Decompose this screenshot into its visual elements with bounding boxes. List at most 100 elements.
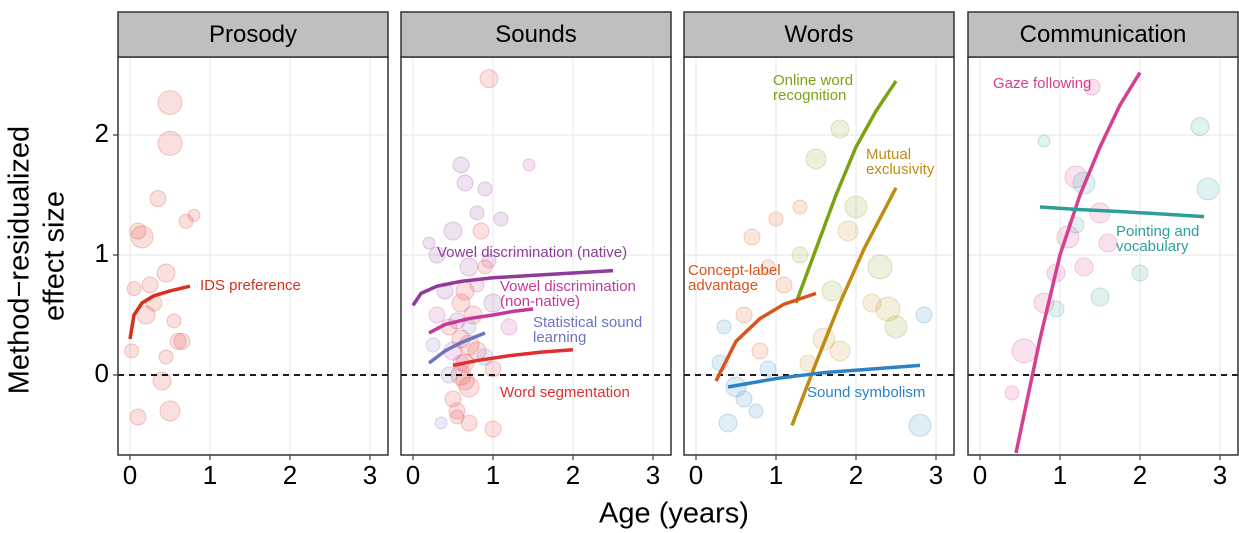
data-point [1090, 287, 1110, 307]
y-axis-title-line: effect size [38, 191, 70, 321]
data-point [735, 306, 753, 324]
x-tick-label: 2 [849, 460, 863, 490]
curve-label-line: exclusivity [866, 161, 935, 178]
data-point [748, 403, 764, 419]
data-point [428, 306, 446, 324]
curve-label-line: Online word [773, 72, 853, 89]
data-point [156, 263, 176, 283]
curve-label-line: (non-native) [500, 293, 580, 310]
x-tick-label: 3 [363, 460, 377, 490]
fit-curve [727, 363, 921, 389]
data-point [444, 390, 462, 408]
x-tick-label: 1 [203, 460, 217, 490]
fit-curve [1039, 205, 1205, 219]
x-tick-label: 0 [689, 460, 703, 490]
data-point [805, 148, 827, 170]
data-point [1196, 177, 1220, 201]
data-point [469, 205, 485, 221]
curve-label: Vowel discrimination (native) [437, 244, 627, 261]
data-point [451, 293, 471, 313]
data-point [158, 349, 174, 365]
panel-background [968, 57, 1238, 455]
strip-title: Sounds [495, 21, 576, 48]
fit-curve [411, 268, 614, 307]
data-point [157, 90, 183, 116]
curve-label-line: Word segmentation [500, 384, 630, 401]
fit-curve [128, 284, 191, 340]
data-point [428, 246, 446, 264]
data-point [862, 293, 882, 313]
x-tick-label: 1 [769, 460, 783, 490]
data-point [459, 257, 479, 277]
data-point [1037, 134, 1051, 148]
data-point [908, 413, 932, 437]
x-tick-label: 2 [566, 460, 580, 490]
data-point [434, 416, 448, 430]
curve-label: Concept-label advantage [688, 262, 781, 294]
data-point [875, 296, 901, 322]
data-point [500, 318, 518, 336]
curve-label: IDS preference [200, 277, 301, 294]
curve-label-line: vocabulary [1116, 238, 1189, 255]
data-point [149, 190, 167, 208]
curve-label: Mutual exclusivity [866, 146, 935, 178]
fit-curve [794, 80, 898, 304]
data-point [484, 360, 502, 378]
data-point [169, 332, 187, 350]
curve-label-line: Mutual [866, 146, 911, 163]
data-point [829, 340, 851, 362]
strip [117, 11, 389, 58]
data-point [141, 276, 159, 294]
data-point [1074, 257, 1094, 277]
data-point [1011, 338, 1037, 364]
curve-label-line: Statistical sound [533, 314, 642, 331]
curve-label-line: Gaze following [993, 75, 1091, 92]
data-point [479, 69, 499, 89]
data-point [718, 413, 738, 433]
curve-label-line: Vowel discrimination [500, 278, 636, 295]
data-point [448, 402, 466, 420]
data-point [483, 293, 503, 313]
x-tick-label: 0 [973, 460, 987, 490]
data-point [477, 259, 493, 275]
curve-label-line: advantage [688, 277, 758, 294]
strip [967, 11, 1239, 58]
curve-label-line: IDS preference [200, 277, 301, 294]
data-point [458, 376, 480, 398]
data-point [166, 313, 182, 329]
points-layer [124, 90, 201, 426]
fit-curve [714, 291, 817, 382]
data-point [455, 371, 475, 391]
x-tick-label: 1 [1053, 460, 1067, 490]
data-point [884, 315, 908, 339]
data-point [751, 342, 769, 360]
data-point [915, 306, 933, 324]
x-axis-title: Age (years) [599, 498, 749, 530]
data-point [759, 360, 777, 378]
data-point [775, 276, 793, 294]
data-point [126, 281, 142, 297]
data-point [1004, 385, 1020, 401]
data-point [124, 343, 140, 359]
panel-background [118, 57, 388, 455]
curve-label-line: recognition [773, 87, 846, 104]
data-point [456, 174, 474, 192]
data-point [522, 158, 536, 172]
data-point [760, 259, 776, 275]
data-point [187, 208, 201, 222]
x-tick-label: 1 [486, 460, 500, 490]
y-tick-label: 2 [95, 118, 109, 148]
data-point [1098, 233, 1118, 253]
strip [683, 11, 955, 58]
data-point [830, 119, 850, 139]
curve-label: Gaze following [993, 75, 1091, 92]
x-tick-label: 3 [929, 460, 943, 490]
data-point [157, 130, 183, 156]
curve-label-line: learning [533, 329, 586, 346]
x-tick-label: 3 [1213, 460, 1227, 490]
data-point [477, 181, 493, 197]
fit-curve [428, 307, 534, 335]
fit-curve [452, 348, 574, 368]
x-tick-label: 2 [1133, 460, 1147, 490]
